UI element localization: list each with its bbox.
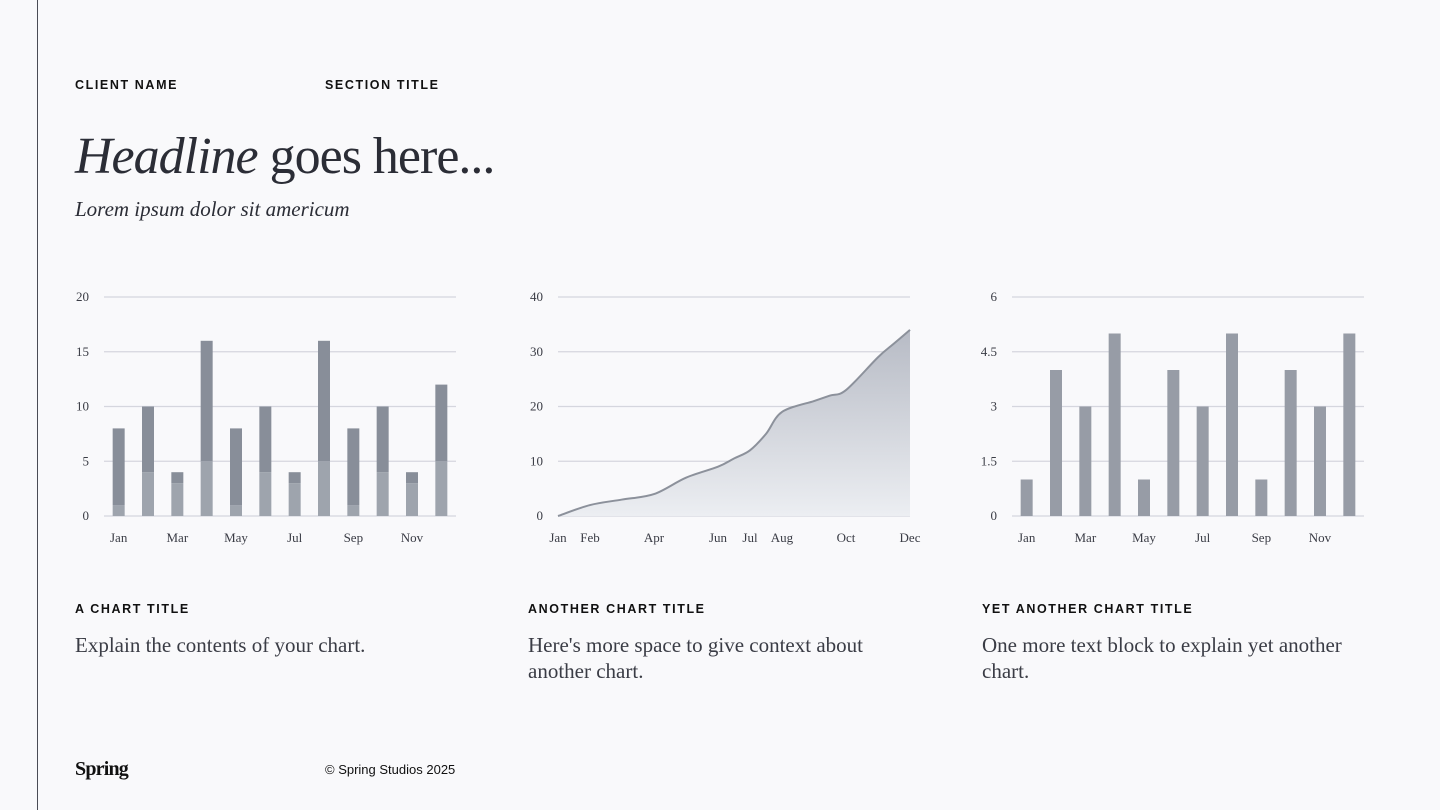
chart-3-bar <box>1314 406 1326 516</box>
chart-1-svg: 0 5 10 15 20 Jan Mar May Jul Sep Nov <box>76 289 456 545</box>
chart-2-x-tick-label: Feb <box>580 530 600 545</box>
chart-3-y-tick-label: 6 <box>991 289 998 304</box>
chart-1-x-tick-label: Jul <box>287 530 303 545</box>
chart-1-bar-segment <box>200 461 213 516</box>
chart-1-bar-segment <box>406 483 418 516</box>
chart-1-y-tick-label: 0 <box>83 508 90 523</box>
chart-3-x-tick-label: Mar <box>1074 530 1096 545</box>
chart-1-bar-segment <box>347 428 360 506</box>
chart-1-bar-segment <box>318 340 330 462</box>
chart-1-bar-segment <box>142 406 154 473</box>
chart-1-stacked-bar: 0 5 10 15 20 Jan Mar May Jul Sep Nov <box>60 280 460 560</box>
headline: Headline goes here... <box>75 128 496 185</box>
chart-1-bar-segment <box>376 472 389 516</box>
chart-1-x-tick-label: Nov <box>401 530 424 545</box>
chart-2-x-tick-label: Apr <box>644 530 665 545</box>
subheadline: Lorem ipsum dolor sit americum <box>75 197 350 221</box>
chart-3-y-tick-label: 0 <box>991 508 998 523</box>
chart-2-x-tick-label: Jun <box>709 530 728 545</box>
chart-1-bar-segment <box>435 461 448 516</box>
chart-1-x-tick-label: Jan <box>110 530 128 545</box>
chart-2-x-tick-label: Dec <box>900 530 921 545</box>
chart-3-bar <box>1108 333 1121 516</box>
headline-italic: Headline <box>75 128 259 185</box>
chart-1-bar-segment <box>171 483 184 516</box>
chart-1-bar-segment <box>435 384 448 462</box>
chart-1-description: Explain the contents of your chart. <box>75 633 366 657</box>
client-name: CLIENT NAME <box>75 78 179 92</box>
chart-3-bar <box>1226 333 1238 516</box>
chart-3-x-tick-label: May <box>1132 530 1156 545</box>
chart-2-x-tick-label: Aug <box>771 530 794 545</box>
chart-2-area: 0 10 20 30 40 Jan Feb Apr Jun Jul Aug Oct Dec <box>514 280 921 560</box>
chart-3-bar: 0 1.5 3 4.5 6 Jan Mar May Jul Sep Nov <box>968 280 1368 560</box>
chart-2-area-fill <box>558 329 910 516</box>
chart-3-bar <box>1255 479 1268 516</box>
chart-3-y-tick-label: 4.5 <box>981 344 997 359</box>
chart-2-y-tick-label: 30 <box>530 344 543 359</box>
chart-2-y-tick-label: 20 <box>530 399 543 414</box>
chart-3-description: One more text block to explain yet anoth… <box>982 633 1342 683</box>
chart-3-x-tick-label: Sep <box>1252 530 1272 545</box>
chart-2-x-tick-label: Jul <box>742 530 758 545</box>
chart-1-bar-segment <box>112 428 125 506</box>
chart-1-bar-segment <box>142 472 154 516</box>
chart-2-y-tick-label: 0 <box>537 508 544 523</box>
chart-3-bar <box>1138 479 1150 516</box>
chart-2-x-tick-label: Oct <box>837 530 856 545</box>
chart-1-y-tick-label: 10 <box>76 399 89 414</box>
chart-2-svg: 0 10 20 30 40 Jan Feb Apr Jun Jul Aug Oct Dec <box>530 289 921 545</box>
chart-1-bar-segment <box>347 505 360 516</box>
chart-3-y-tick-label: 3 <box>991 399 998 414</box>
chart-1-bar-segment <box>406 472 418 484</box>
copyright-text: © Spring Studios 2025 <box>325 762 456 777</box>
chart-3-bar <box>1079 406 1092 516</box>
chart-3-bar <box>1284 370 1297 516</box>
chart-3-y-tick-label: 1.5 <box>981 453 997 468</box>
chart-3-bar <box>1167 370 1180 516</box>
chart-1-bar-segment <box>259 472 272 516</box>
chart-3-x-tick-label: Jan <box>1018 530 1036 545</box>
chart-3-bar <box>1020 479 1033 516</box>
chart-3-x-tick-label: Nov <box>1309 530 1332 545</box>
chart-3-bar <box>1343 333 1356 516</box>
chart-1-x-tick-label: Sep <box>344 530 364 545</box>
chart-2-description: Here's more space to give context about … <box>528 633 863 683</box>
chart-1-bar-segment <box>288 483 301 516</box>
chart-1-bar-segment <box>230 505 242 516</box>
chart-1-bar-segment <box>200 340 213 462</box>
chart-1-y-tick-label: 15 <box>76 344 89 359</box>
section-title: SECTION TITLE <box>325 78 440 92</box>
headline-rest: goes here... <box>257 128 496 185</box>
chart-2-x-tick-label: Jan <box>549 530 567 545</box>
chart-1-bar-segment <box>112 505 125 516</box>
chart-2-title: ANOTHER CHART TITLE <box>528 602 706 616</box>
chart-1-y-tick-label: 5 <box>83 453 90 468</box>
chart-3-bar <box>1196 406 1209 516</box>
chart-1-y-tick-label: 20 <box>76 289 89 304</box>
chart-2-y-tick-label: 40 <box>530 289 543 304</box>
chart-1-title: A CHART TITLE <box>75 602 190 616</box>
chart-2-y-tick-label: 10 <box>530 453 543 468</box>
chart-1-bar-segment <box>230 428 242 506</box>
chart-3-bar <box>1050 370 1062 516</box>
chart-1-x-tick-label: Mar <box>166 530 188 545</box>
chart-2-area-line <box>557 329 911 517</box>
chart-1-x-tick-label: May <box>224 530 248 545</box>
left-border-line <box>37 0 38 810</box>
chart-3-title: YET ANOTHER CHART TITLE <box>982 602 1194 616</box>
chart-3-x-tick-label: Jul <box>1195 530 1211 545</box>
chart-1-bar-segment <box>288 472 301 484</box>
chart-1-bar-segment <box>171 472 184 484</box>
chart-1-bar-segment <box>376 406 389 473</box>
chart-1-bar-segment <box>259 406 272 473</box>
chart-1-bar-segment <box>318 461 330 516</box>
spring-logo: Spring <box>75 758 129 780</box>
chart-3-svg: 0 1.5 3 4.5 6 Jan Mar May Jul Sep Nov <box>981 289 1364 545</box>
